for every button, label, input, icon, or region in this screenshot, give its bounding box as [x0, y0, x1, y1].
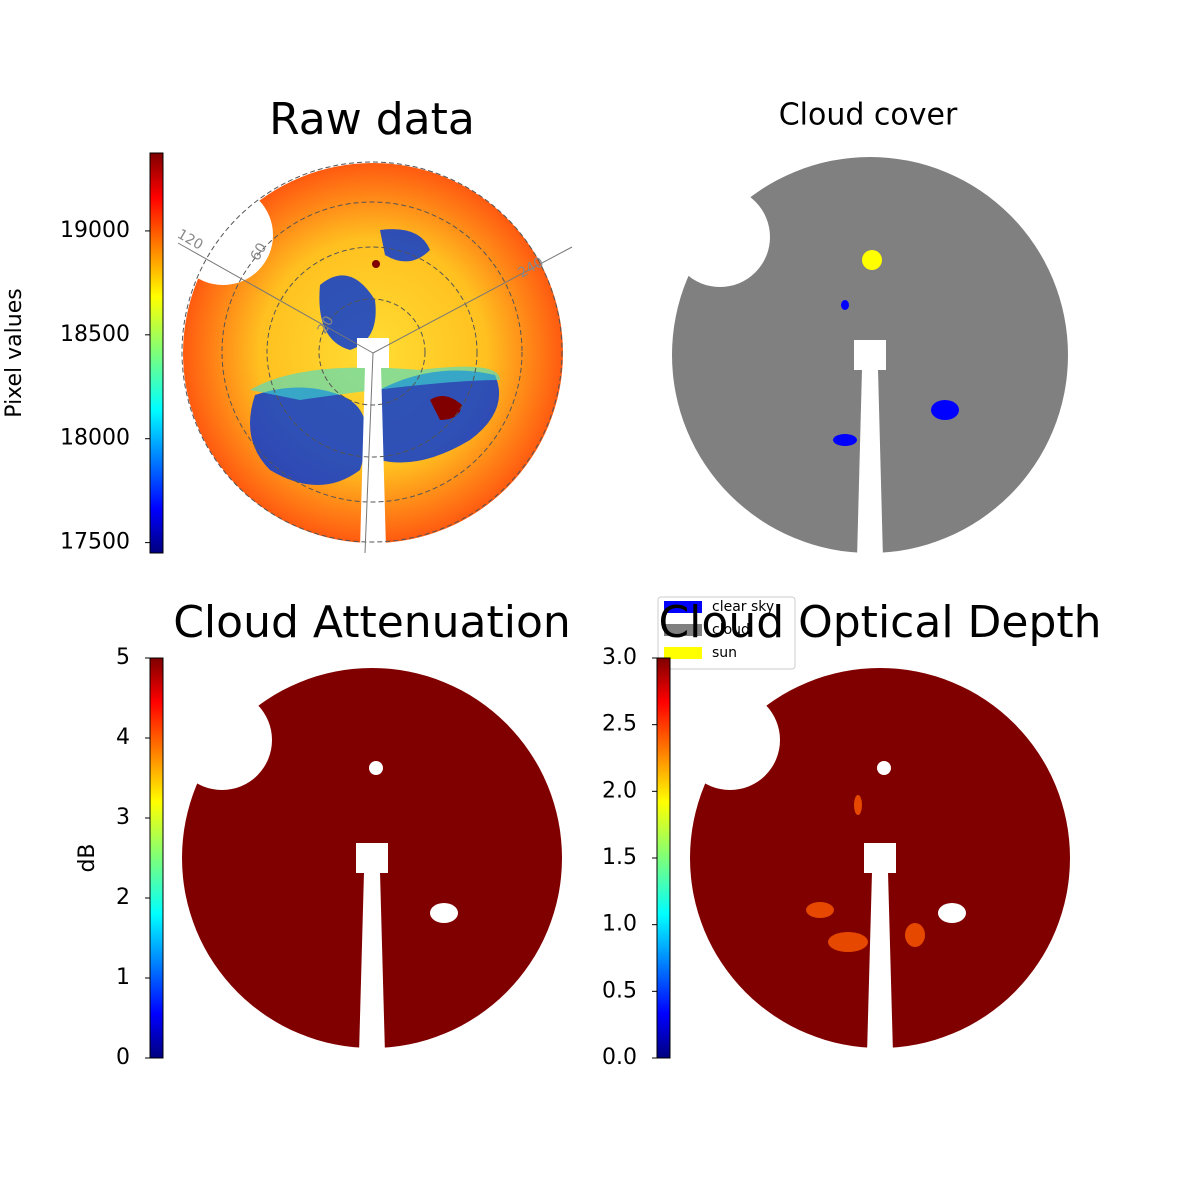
polar-ring: [221, 201, 523, 503]
colorbar-label: dB: [75, 843, 100, 872]
colorbar-tick-label: 2.5: [602, 712, 637, 737]
polar-label: 60: [248, 240, 271, 263]
colorbar-tick-label: 5: [116, 645, 130, 670]
legend-swatch: [664, 624, 702, 636]
colorbar-tick-label: 0.0: [602, 1045, 637, 1070]
colorbar-tick-label: 1.0: [602, 912, 637, 937]
legend-swatch: [664, 601, 702, 613]
colorbar-tick-label: 1: [116, 965, 130, 990]
colorbar-tick-label: 19000: [60, 218, 130, 243]
colorbar-tick-label: 17500: [60, 530, 130, 555]
colorbar-tick-label: 18000: [60, 426, 130, 451]
mask-region: [356, 843, 388, 873]
colorbar-tick-label: 0.5: [602, 978, 637, 1003]
colorbar-tick-label: 2.0: [602, 778, 637, 803]
mask-region: [867, 872, 893, 1054]
image-region: [319, 275, 376, 350]
image-hole: [938, 903, 966, 923]
mask-region: [854, 340, 886, 370]
mask-region: [173, 185, 273, 285]
colorbar: [149, 152, 164, 554]
image-region: [430, 396, 462, 420]
polar-ring: [181, 161, 563, 543]
image-hole: [369, 761, 383, 775]
colorbar-tick-label: 2: [116, 885, 130, 910]
panel-title: Raw data: [269, 94, 475, 145]
image-region: [841, 300, 849, 310]
sky-image: [680, 668, 1070, 1054]
image-region: [828, 932, 868, 952]
colorbar-tick-label: 0: [116, 1045, 130, 1070]
panel-title: Cloud cover: [779, 98, 958, 133]
colorbar: [149, 657, 164, 1059]
polar-spoke: [177, 242, 374, 354]
image-hole: [877, 761, 891, 775]
panel-title: Cloud Optical Depth: [658, 597, 1101, 648]
colorbar: [656, 657, 671, 1059]
colorbar-label: Pixel values: [2, 288, 27, 417]
legend-label: cloud: [712, 622, 750, 638]
mask-region: [172, 690, 272, 790]
colorbar-tick-label: 3.0: [602, 645, 637, 670]
image-region: [931, 400, 959, 420]
polar-spoke: [364, 352, 374, 554]
image-region: [380, 229, 430, 262]
polar-grid: [177, 161, 573, 554]
mask-region: [864, 843, 896, 873]
image-hole: [430, 903, 458, 923]
legend-label: clear sky: [712, 599, 774, 615]
legend-swatch: [664, 647, 702, 659]
legend: clear sky cloud sun: [657, 596, 796, 670]
polar-spoke: [372, 246, 573, 354]
image-region: [372, 260, 380, 268]
sky-image: [173, 163, 563, 549]
legend-label: sun: [712, 645, 737, 661]
sky-image: [172, 668, 562, 1054]
colorbar-tick-label: 1.5: [602, 845, 637, 870]
polar-label: 20: [315, 313, 338, 336]
sky-image: [670, 157, 1068, 559]
image-region: [370, 370, 500, 463]
colorbar-tick-label: 4: [116, 725, 130, 750]
sun-marker: [862, 250, 882, 270]
polar-ring: [318, 298, 426, 406]
image-region: [806, 902, 834, 918]
image-region: [905, 923, 925, 947]
mask-region: [670, 187, 770, 287]
image-region: [250, 387, 367, 485]
colorbar-tick-label: 3: [116, 805, 130, 830]
mask-region: [359, 872, 385, 1054]
polar-ring: [266, 246, 478, 458]
mask-region: [680, 690, 780, 790]
mask-region: [857, 369, 883, 559]
image-region: [854, 795, 862, 815]
panel-title: Cloud Attenuation: [173, 597, 571, 648]
colorbar-tick-label: 18500: [60, 322, 130, 347]
image-region: [833, 434, 857, 446]
